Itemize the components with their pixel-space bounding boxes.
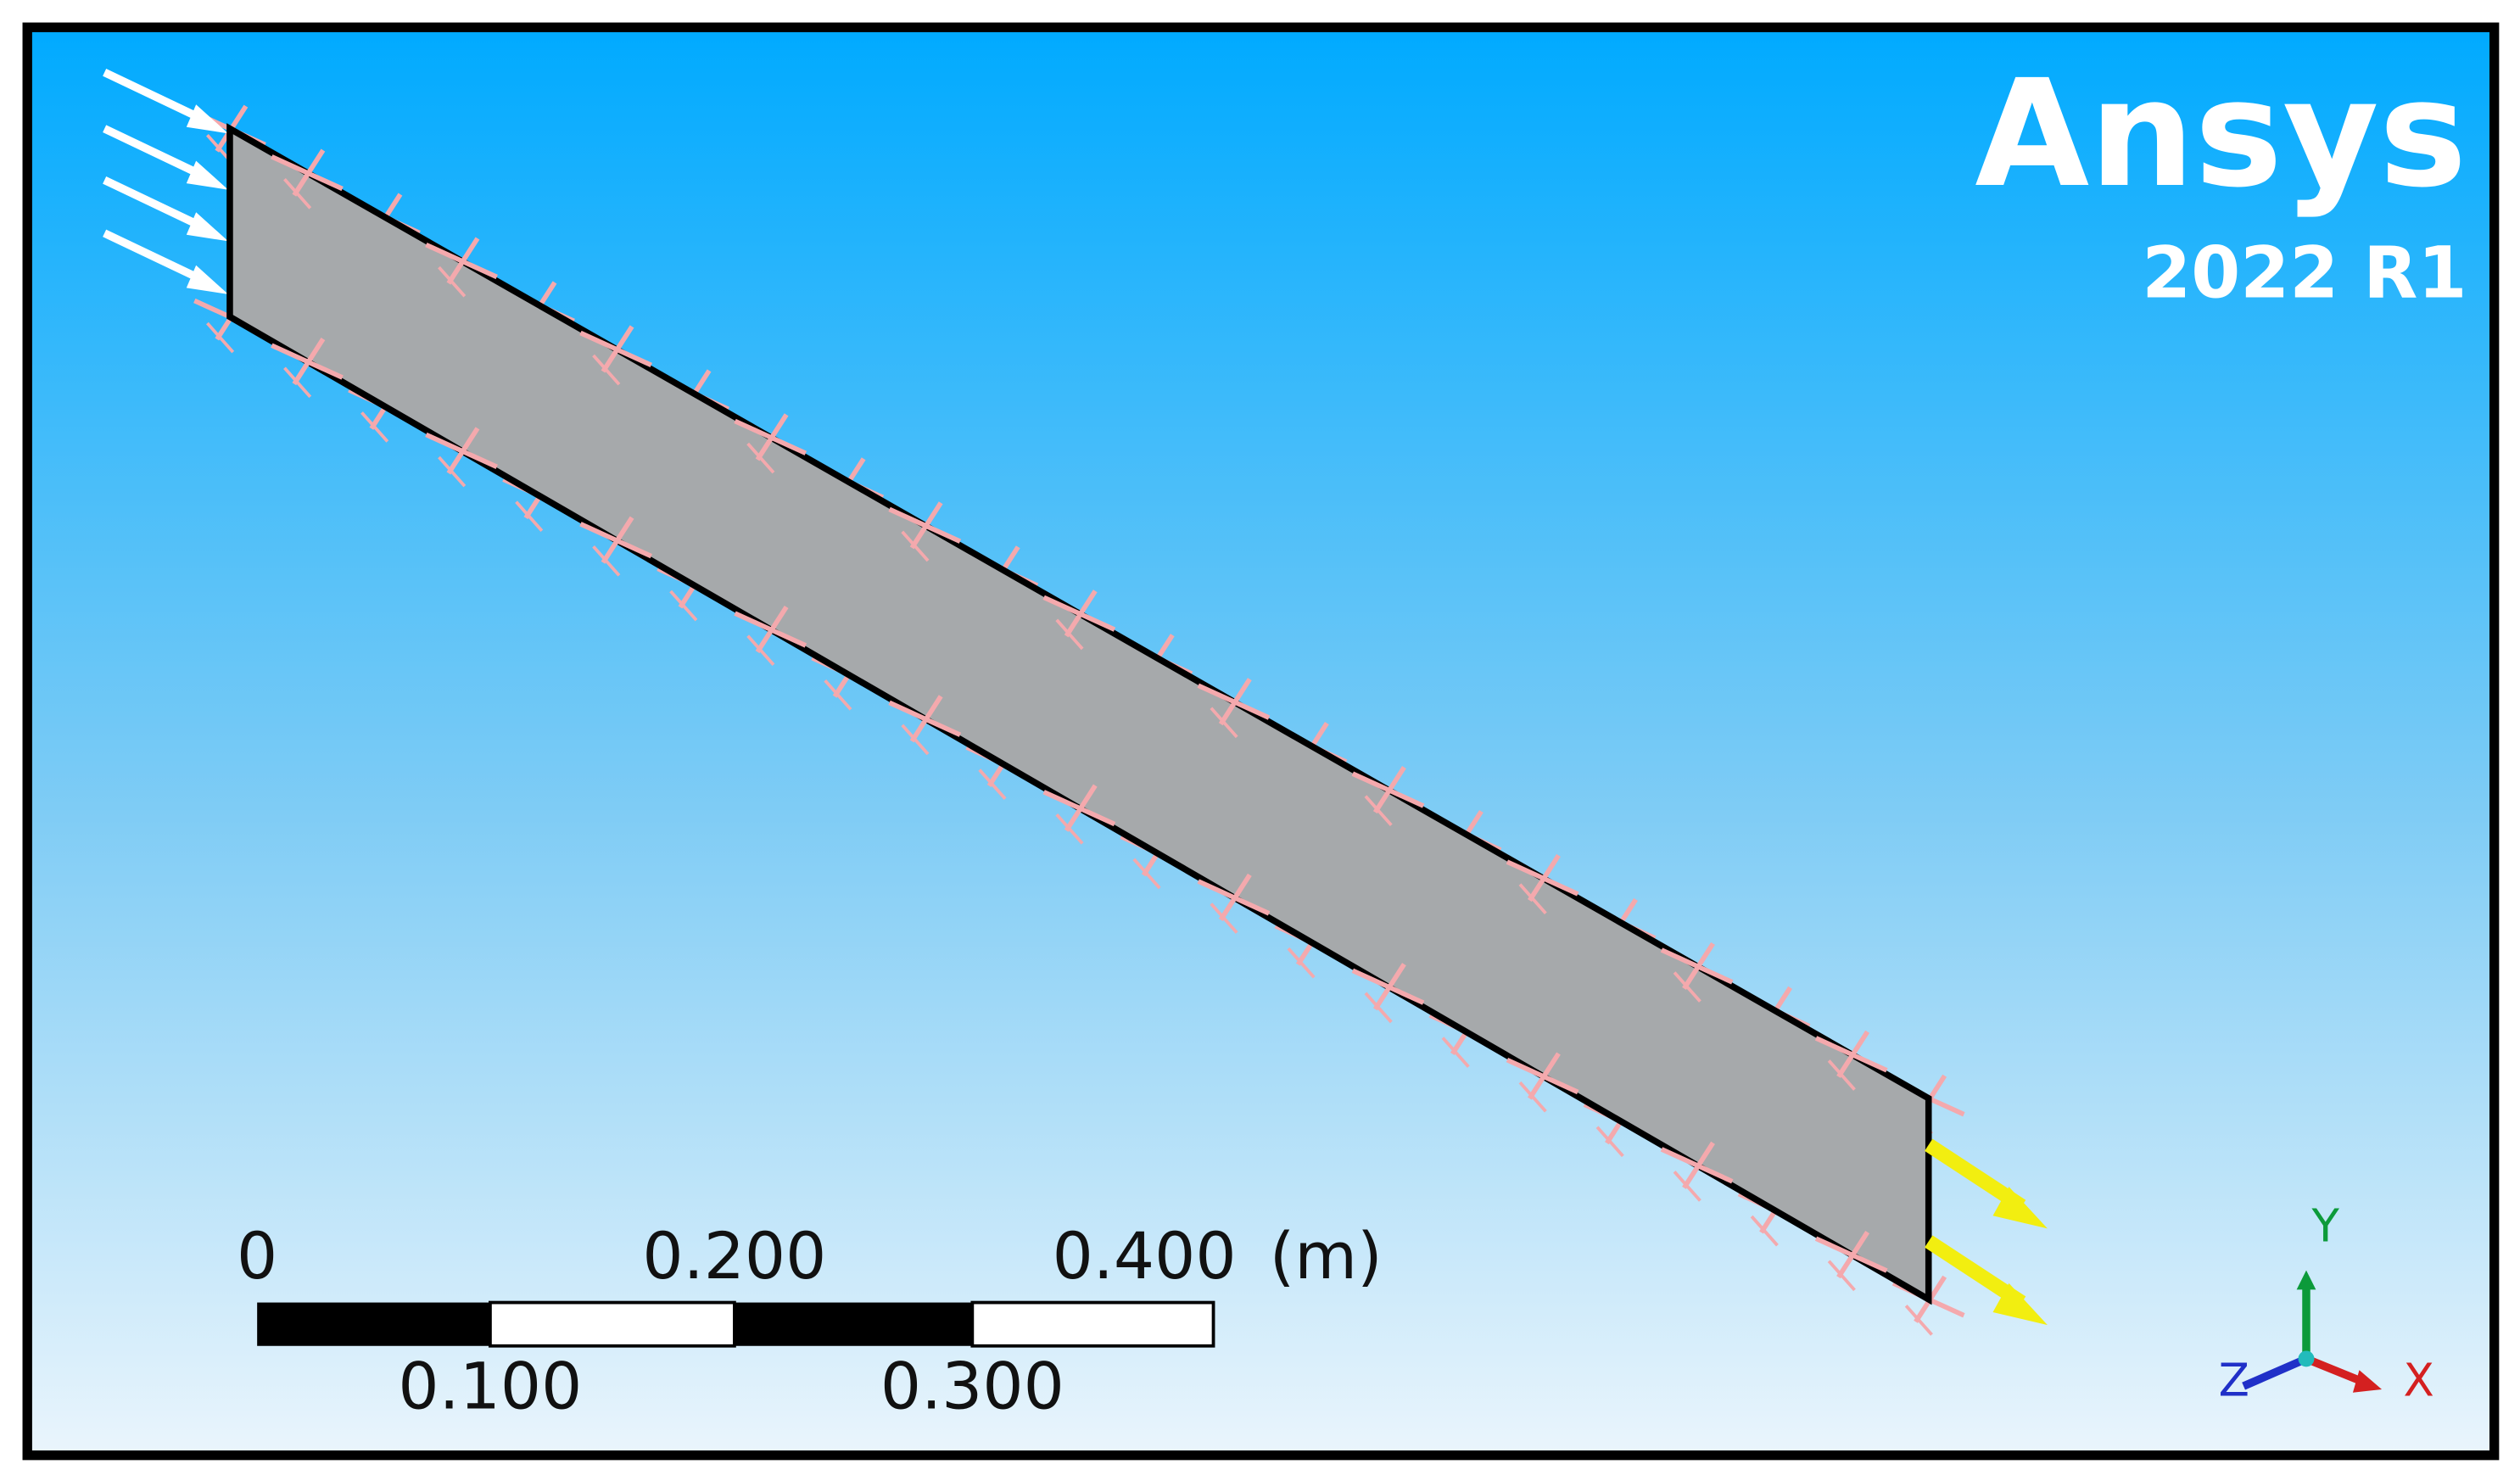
scale-label: 0.400 [1053, 1219, 1237, 1294]
wall-marker [901, 530, 930, 562]
wall-marker [1218, 873, 1252, 922]
logo-version: 2022 R1 [2142, 232, 2467, 315]
wall-marker [1527, 853, 1561, 903]
inlet-arrow [103, 176, 208, 232]
wall-marker [283, 177, 312, 210]
wall-marker [1064, 784, 1098, 832]
wall-marker [978, 768, 1007, 800]
wall-marker [1441, 1037, 1470, 1068]
wall-marker [824, 679, 852, 711]
wall-marker [1287, 947, 1316, 979]
wall-marker [909, 501, 943, 550]
wall-marker [1827, 1260, 1856, 1292]
scale-label: 0 [237, 1219, 277, 1294]
wall-marker [446, 427, 480, 475]
scale-segment [970, 1300, 1215, 1348]
wall-marker [1364, 992, 1393, 1024]
wall-marker [669, 590, 698, 622]
inlet-arrowhead [186, 160, 229, 190]
x-axis [2305, 1355, 2367, 1387]
wall-marker [1595, 1126, 1624, 1158]
wall-marker [901, 724, 930, 756]
wall-marker [746, 634, 775, 666]
wall-marker [360, 411, 389, 443]
inlet-arrow [103, 229, 208, 286]
inlet-arrowhead [186, 212, 229, 242]
wall-marker [1064, 590, 1098, 638]
wall-marker [1673, 971, 1701, 1003]
wall-marker [1682, 1141, 1715, 1189]
scale-bar: 0 0.200 0.400 (m) 0.100 0.300 [237, 1219, 1383, 1424]
wall-marker [755, 605, 789, 654]
wall-marker [1527, 1052, 1561, 1100]
x-arrowhead [2352, 1370, 2383, 1393]
wall-marker [1827, 1059, 1856, 1091]
wall-marker [292, 148, 326, 197]
wall-marker [1055, 618, 1084, 651]
wall-marker [1372, 766, 1406, 814]
logo-name: Ansys [1975, 48, 2467, 221]
wall-marker [446, 237, 480, 285]
wall-marker [1836, 1231, 1870, 1279]
wall-marker [1518, 883, 1547, 914]
wall-marker [438, 265, 467, 298]
wall-marker [1673, 1171, 1701, 1202]
scale-label: 0.300 [880, 1350, 1064, 1424]
scale-label: 0.100 [398, 1350, 582, 1424]
wall-marker [601, 516, 634, 564]
wall-marker [1210, 903, 1238, 934]
x-label: X [2403, 1355, 2433, 1407]
wall-marker [909, 695, 943, 743]
wall-marker [592, 354, 621, 386]
scale-unit: (m) [1270, 1219, 1383, 1294]
inlet-arrowhead [186, 265, 229, 294]
wall-marker [1218, 678, 1252, 726]
outlet-arrowhead [1992, 1283, 2048, 1326]
y-arrowhead [2296, 1270, 2316, 1290]
wall-marker [438, 455, 467, 488]
scale-segment [257, 1302, 490, 1346]
wall-marker [755, 413, 789, 461]
wall-marker [1364, 795, 1393, 827]
z-label: Z [2219, 1355, 2249, 1407]
wall-marker [1904, 1305, 1933, 1336]
wall-marker [515, 500, 544, 533]
scale-label: 0.200 [642, 1219, 826, 1294]
wall-marker [601, 325, 634, 373]
inlet-arrow [103, 125, 208, 181]
wall-marker [292, 338, 326, 386]
scale-segment [734, 1302, 973, 1346]
wall-marker [283, 366, 312, 399]
wall-marker [1682, 942, 1715, 991]
inlet-arrowhead [186, 104, 229, 134]
wall-marker [1055, 813, 1084, 845]
wall-marker [1132, 858, 1161, 890]
triad-origin [2298, 1350, 2315, 1367]
wall-marker [1836, 1030, 1870, 1078]
geometry-body [226, 123, 1932, 1305]
y-label: Y [2311, 1200, 2340, 1253]
scale-segment [489, 1300, 736, 1348]
wall-marker [746, 442, 775, 474]
boundary-arrows-front [271, 148, 2048, 1326]
wall-marker [1372, 963, 1406, 1011]
wall-marker [1210, 707, 1238, 739]
axis-triad: Y X Z [2219, 1200, 2434, 1407]
outlet-arrowhead [1992, 1187, 2048, 1229]
wall-marker [592, 545, 621, 577]
wall-marker [1750, 1215, 1779, 1247]
wall-marker [206, 321, 235, 354]
wall-marker [1518, 1081, 1547, 1113]
z-axis [2242, 1355, 2308, 1390]
inlet-arrow [103, 69, 208, 125]
